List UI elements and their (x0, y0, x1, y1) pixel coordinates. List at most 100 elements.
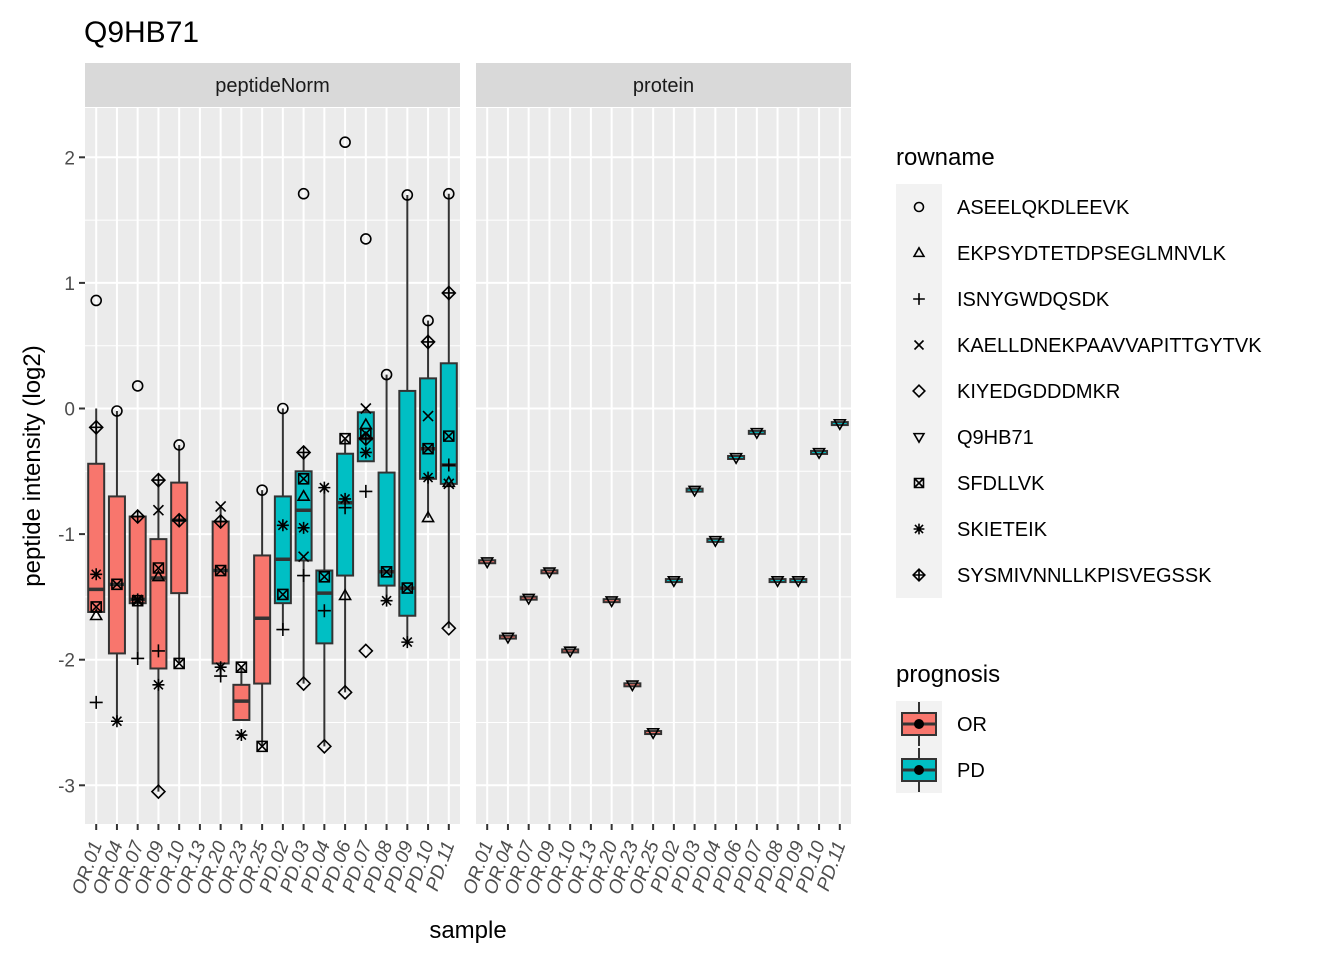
box (768, 578, 787, 584)
legend-symbol (913, 339, 925, 351)
legend-title: rowname (896, 144, 995, 171)
box (602, 598, 621, 604)
data-point (111, 578, 123, 591)
data-point (151, 644, 165, 658)
box (685, 487, 704, 493)
data-point (276, 519, 289, 532)
data-point (213, 513, 229, 530)
legend-label: KAELLDNEKPAAVVAPITTGYTVK (957, 335, 1262, 357)
panel-background (476, 108, 851, 824)
data-point (422, 410, 434, 422)
legend-label: KIYEDGDDDMKR (957, 381, 1120, 403)
legend-rowname: rowname ASEELQKDLEEVK EKPSYDTETDPSEGLMNVLK… (896, 144, 1262, 598)
data-point (501, 632, 515, 645)
data-point (295, 675, 312, 692)
data-point (90, 601, 102, 613)
data-point (317, 604, 331, 618)
panel-protein: proteinOR.01OR.04OR.07OR.09OR.10OR.13OR.… (459, 63, 851, 897)
data-point (443, 430, 455, 442)
data-point (256, 740, 268, 753)
data-point (276, 623, 290, 637)
legend-label: SYSMIVNNLLKPISVEGSSK (957, 565, 1212, 587)
data-point (359, 484, 373, 498)
data-point (131, 593, 144, 606)
legend-symbol (913, 523, 925, 535)
data-point (318, 481, 331, 494)
data-point (131, 651, 145, 665)
legend-symbol (913, 477, 925, 489)
box (727, 454, 746, 460)
data-point (358, 643, 374, 659)
box (540, 569, 559, 575)
data-point (277, 402, 289, 415)
data-point (130, 508, 146, 525)
data-point (152, 504, 164, 516)
box (336, 452, 355, 577)
data-point (298, 551, 310, 563)
y-tick-label: 2 (64, 148, 75, 169)
data-point (812, 447, 826, 460)
data-point (401, 189, 414, 201)
facet-strip-label: peptideNorm (215, 75, 330, 97)
box (294, 470, 313, 562)
box (810, 449, 829, 455)
y-tick-label: -3 (58, 776, 75, 797)
box (644, 730, 663, 736)
y-tick-label: -1 (58, 525, 75, 546)
data-point (318, 571, 331, 583)
data-point (150, 783, 167, 800)
data-point (646, 727, 661, 740)
legend-key (896, 414, 942, 460)
data-point (604, 596, 619, 609)
legend-symbol (913, 201, 925, 213)
box (170, 481, 189, 595)
legend-key (896, 368, 942, 414)
legend-label: ISNYGWDQSDK (957, 289, 1110, 311)
y-tick-label: -2 (58, 651, 75, 672)
legend-label: Q9HB71 (957, 427, 1034, 449)
data-point (421, 510, 435, 523)
data-point (214, 661, 227, 674)
data-point (90, 568, 103, 581)
data-point (401, 582, 414, 594)
box (747, 429, 766, 435)
data-point (338, 588, 352, 601)
legend-symbol (912, 246, 926, 258)
data-point (708, 535, 723, 548)
legend-label: SKIETEIK (957, 519, 1048, 541)
data-point (380, 368, 393, 381)
legend-label: ASEELQKDLEEVK (957, 197, 1130, 219)
box (478, 559, 497, 565)
x-axis-title: sample (429, 917, 506, 944)
data-point (297, 521, 310, 534)
box (211, 520, 230, 665)
box (623, 682, 642, 688)
data-point (297, 569, 311, 583)
box (830, 421, 849, 427)
box (128, 515, 147, 605)
data-point (380, 594, 393, 607)
box (561, 648, 580, 654)
legend-symbol (912, 384, 926, 398)
data-point (296, 489, 311, 501)
legend-title: prognosis (896, 661, 1000, 688)
data-point (358, 431, 374, 447)
data-point (171, 512, 187, 528)
data-point (442, 458, 456, 472)
legend-label: OR (957, 714, 987, 736)
data-point (422, 314, 434, 327)
legend-label: SFDLLVK (957, 473, 1045, 495)
data-point (131, 594, 144, 607)
box (419, 377, 438, 480)
legend-key (896, 184, 942, 230)
data-point (339, 432, 351, 445)
data-point (89, 608, 104, 621)
legend-label: EKPSYDTETDPSEGLMNVLK (957, 243, 1227, 265)
legend-symbol (913, 293, 925, 305)
data-point (214, 564, 227, 577)
data-point (173, 439, 185, 451)
legend-key (896, 230, 942, 276)
data-point (401, 636, 414, 649)
legend-label: PD (957, 760, 985, 782)
facet-strip (476, 63, 851, 107)
